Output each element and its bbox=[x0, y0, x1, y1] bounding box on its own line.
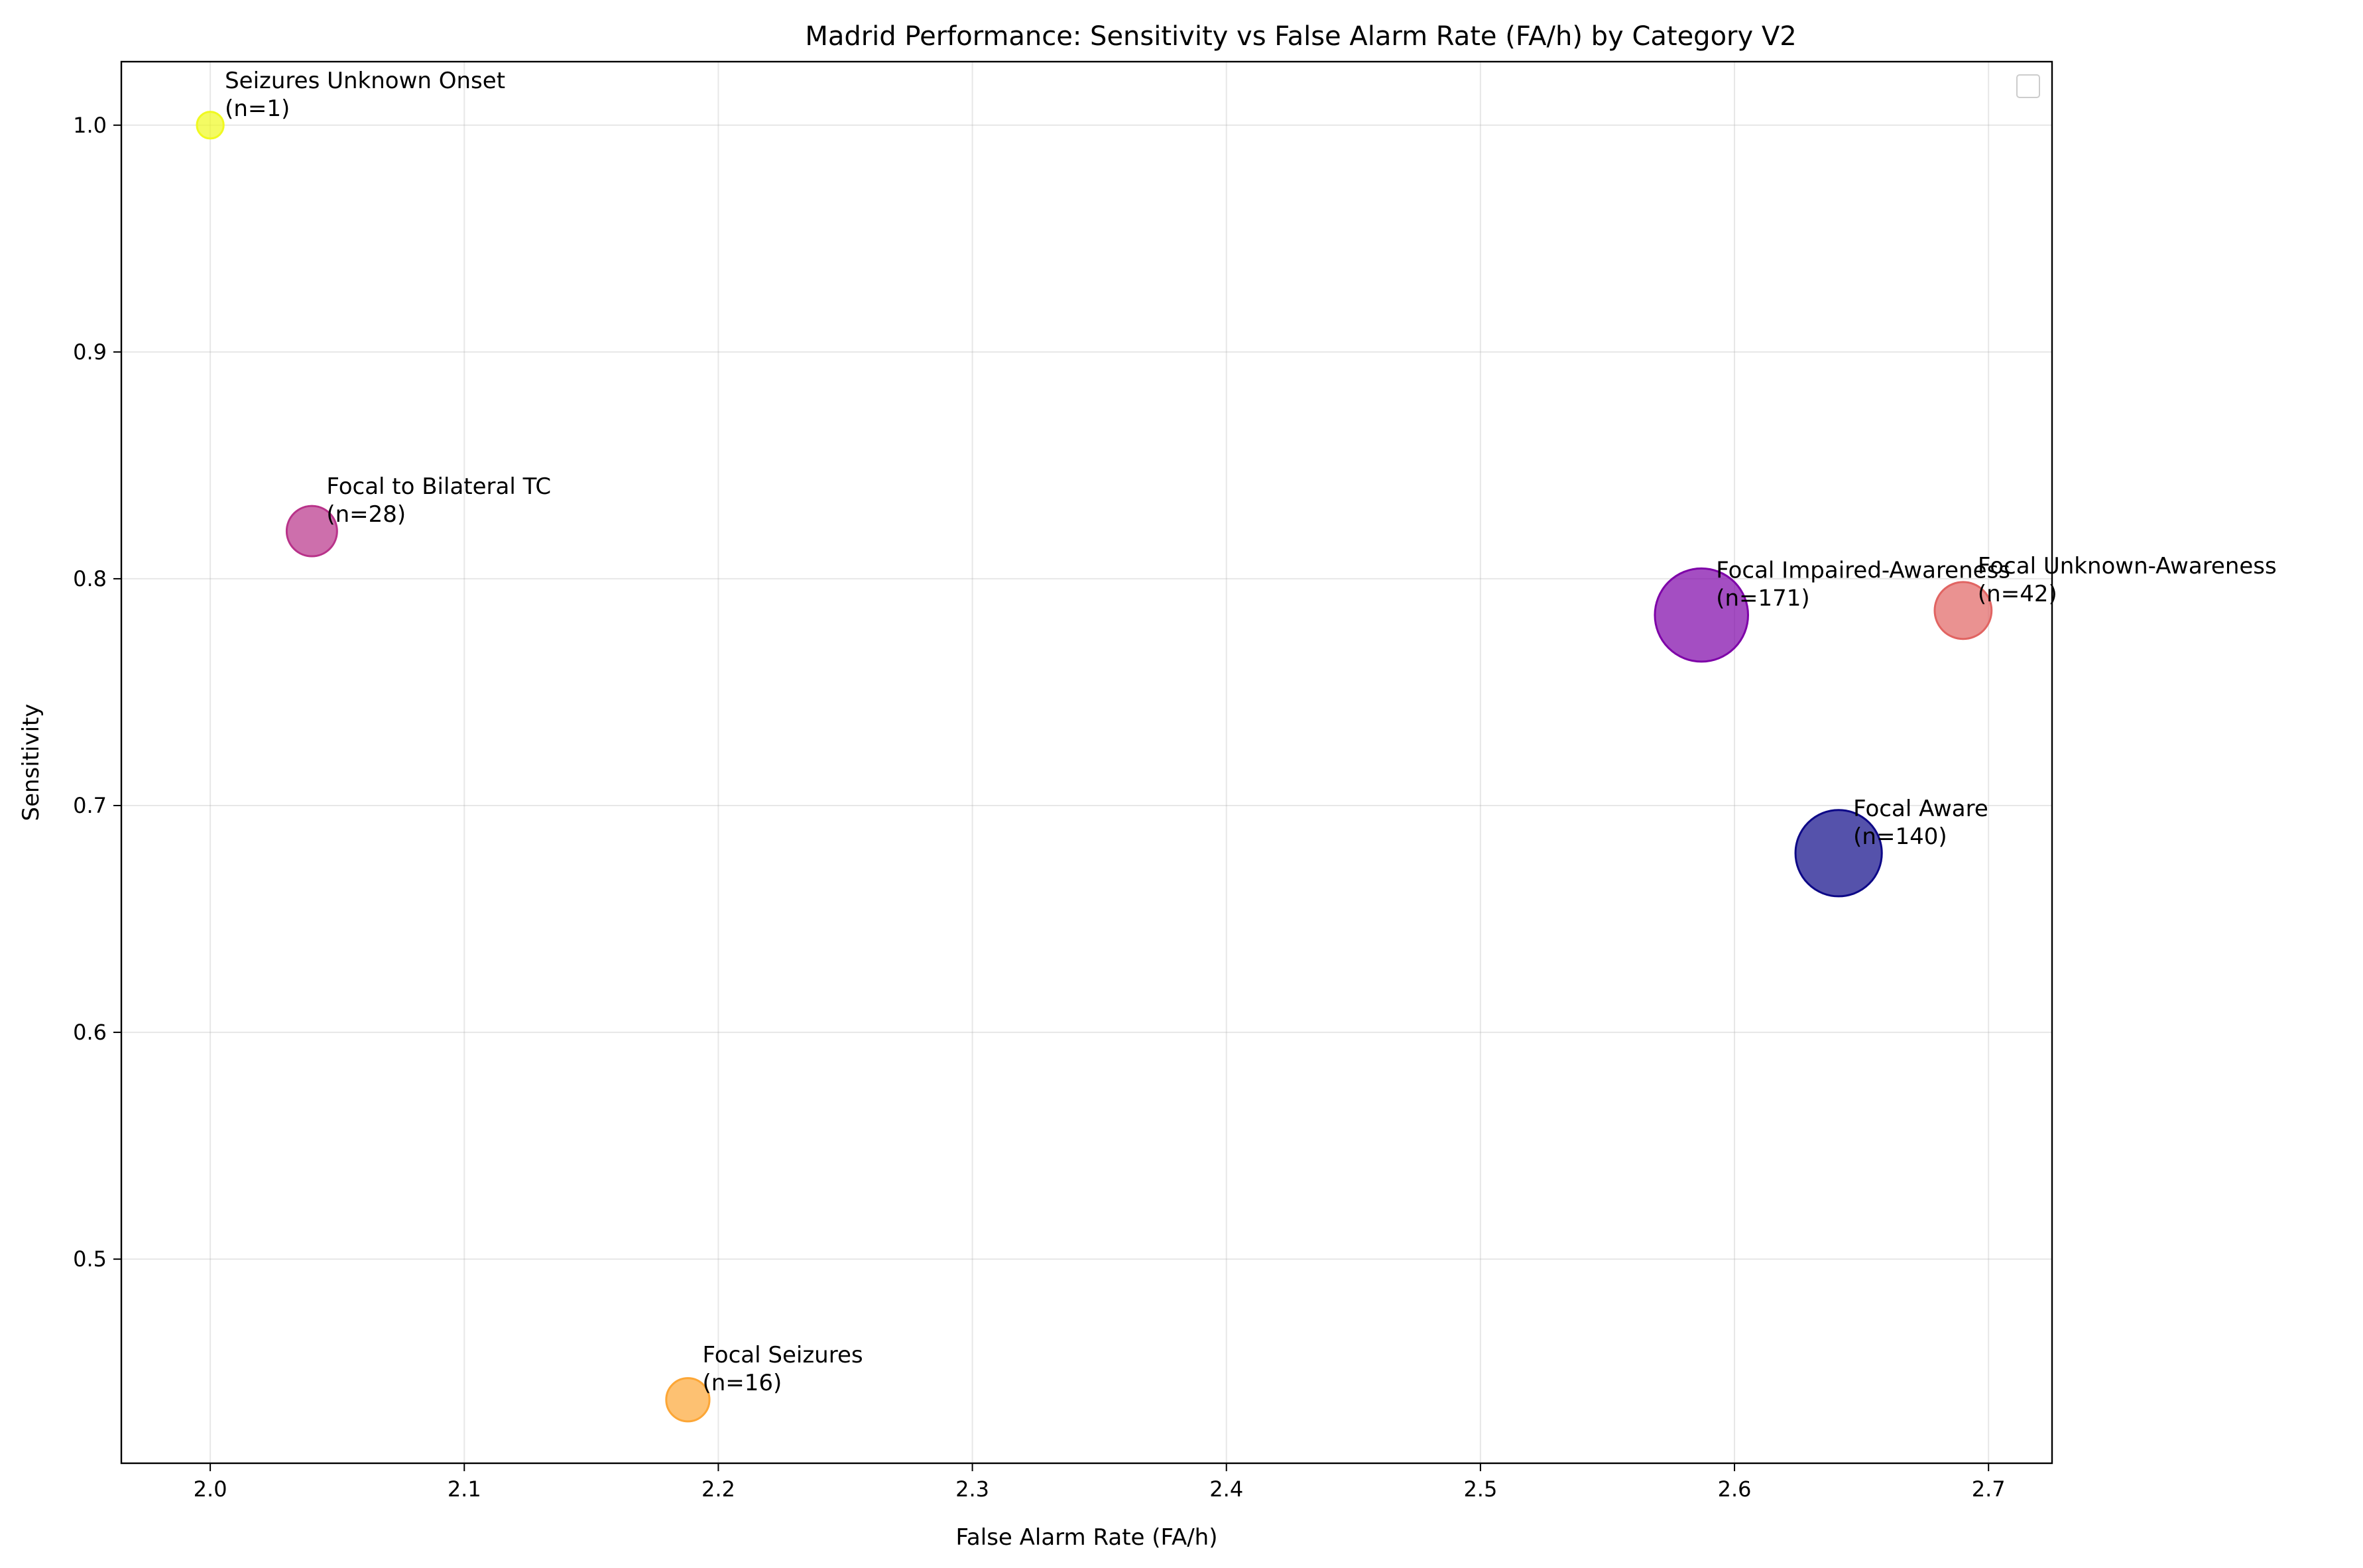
x-tick-label: 2.7 bbox=[1972, 1477, 2006, 1502]
point-count: (n=140) bbox=[1853, 823, 1947, 850]
x-tick-label: 2.0 bbox=[194, 1477, 227, 1502]
point-label: Focal Impaired-Awareness bbox=[1716, 558, 2010, 584]
data-point bbox=[285, 505, 338, 558]
point-label: Focal Aware bbox=[1853, 796, 1988, 822]
data-point bbox=[196, 111, 225, 140]
point-count: (n=1) bbox=[225, 95, 290, 122]
x-tick-label: 2.4 bbox=[1209, 1477, 1243, 1502]
y-tick-label: 0.6 bbox=[73, 1020, 107, 1045]
x-axis-ticks: 2.0 2.1 2.2 2.3 2.4 2.5 2.6 2.7 bbox=[194, 1463, 2006, 1502]
y-axis-label: Sensitivity bbox=[18, 703, 44, 821]
y-tick-label: 0.7 bbox=[73, 793, 107, 818]
plot-frame bbox=[120, 60, 2053, 1465]
point-count: (n=171) bbox=[1716, 585, 1809, 612]
y-axis-ticks: 0.5 0.6 0.7 0.8 0.9 1.0 bbox=[73, 113, 121, 1272]
point-count: (n=42) bbox=[1978, 581, 2057, 607]
point-label: Focal to Bilateral TC bbox=[326, 473, 551, 500]
point-label: Focal Unknown-Awareness bbox=[1978, 553, 2277, 579]
data-point bbox=[665, 1377, 711, 1423]
y-tick-label: 0.9 bbox=[73, 339, 107, 365]
x-tick-label: 2.3 bbox=[955, 1477, 989, 1502]
x-axis-label: False Alarm Rate (FA/h) bbox=[955, 1524, 1217, 1551]
legend-box bbox=[2016, 74, 2040, 98]
y-tick-label: 1.0 bbox=[73, 113, 107, 138]
data-point bbox=[1654, 567, 1750, 663]
point-count: (n=28) bbox=[326, 501, 406, 528]
data-point bbox=[1794, 809, 1883, 898]
x-tick-label: 2.5 bbox=[1463, 1477, 1497, 1502]
point-count: (n=16) bbox=[702, 1370, 782, 1396]
point-annotations: Seizures Unknown Onset(n=1) Focal to Bila… bbox=[225, 68, 2277, 1396]
x-tick-label: 2.1 bbox=[448, 1477, 481, 1502]
data-point bbox=[1933, 581, 1993, 640]
point-label: Focal Seizures bbox=[702, 1342, 863, 1368]
point-label: Seizures Unknown Onset bbox=[225, 68, 505, 94]
y-tick-label: 0.5 bbox=[73, 1246, 107, 1272]
data-points bbox=[196, 111, 1993, 1423]
y-tick-label: 0.8 bbox=[73, 566, 107, 591]
x-tick-label: 2.6 bbox=[1718, 1477, 1752, 1502]
grid bbox=[121, 62, 2052, 1463]
chart-title: Madrid Performance: Sensitivity vs False… bbox=[805, 21, 1796, 52]
x-tick-label: 2.2 bbox=[701, 1477, 735, 1502]
